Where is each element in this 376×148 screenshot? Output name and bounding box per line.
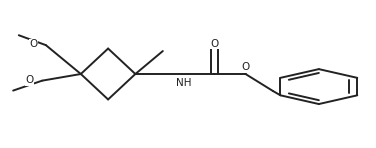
Text: NH: NH [176, 78, 191, 88]
Text: O: O [29, 39, 38, 49]
Text: O: O [210, 38, 218, 49]
Text: O: O [26, 75, 34, 85]
Text: O: O [241, 62, 250, 72]
